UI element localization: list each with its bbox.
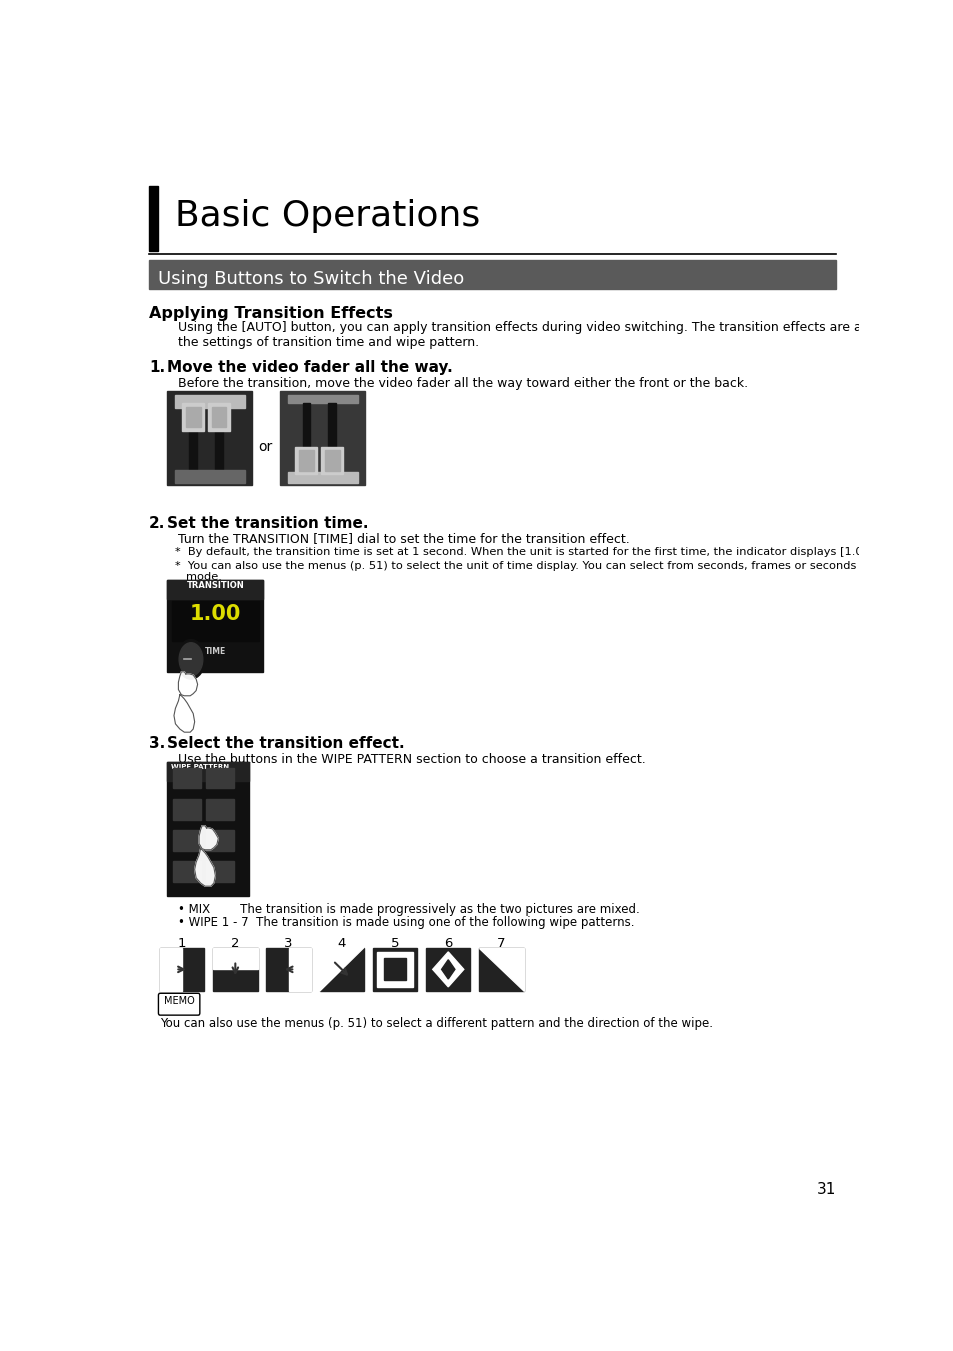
- Text: 7: 7: [497, 938, 505, 950]
- Bar: [149, 186, 157, 250]
- Text: 3: 3: [175, 802, 180, 808]
- Bar: [328, 404, 335, 463]
- Text: 4: 4: [209, 802, 213, 808]
- Text: mode.: mode.: [186, 571, 221, 582]
- Bar: [288, 947, 311, 992]
- Text: 1.: 1.: [149, 359, 165, 374]
- FancyBboxPatch shape: [158, 993, 199, 1015]
- Bar: [212, 407, 226, 427]
- Bar: [298, 450, 314, 471]
- Text: Before the transition, move the video fader all the way toward either the front : Before the transition, move the video fa…: [178, 377, 748, 390]
- Bar: [383, 958, 406, 981]
- Bar: [160, 947, 182, 992]
- Text: WIPE PATTERN: WIPE PATTERN: [171, 765, 229, 770]
- Bar: [319, 947, 364, 992]
- Text: 5: 5: [175, 834, 179, 839]
- Bar: [149, 259, 836, 289]
- Text: 2.: 2.: [149, 516, 165, 531]
- Polygon shape: [178, 671, 197, 696]
- Text: You can also use the menus (p. 51) to select a different pattern and the directi: You can also use the menus (p. 51) to se…: [160, 1017, 712, 1031]
- Text: Applying Transition Effects: Applying Transition Effects: [149, 305, 393, 320]
- Bar: [172, 601, 258, 640]
- Bar: [294, 447, 317, 474]
- Text: *  By default, the transition time is set at 1 second. When the unit is started : * By default, the transition time is set…: [174, 547, 869, 557]
- Bar: [167, 390, 252, 485]
- Bar: [173, 861, 200, 882]
- Circle shape: [179, 643, 203, 676]
- Text: Using the [AUTO] button, you can apply transition effects during video switching: Using the [AUTO] button, you can apply t…: [178, 322, 953, 350]
- Bar: [174, 394, 245, 408]
- Bar: [324, 450, 339, 471]
- Bar: [280, 390, 365, 485]
- Text: TRANSITION: TRANSITION: [186, 581, 244, 590]
- Bar: [288, 471, 357, 482]
- Bar: [213, 947, 257, 970]
- Text: 31: 31: [816, 1182, 836, 1197]
- Text: 6: 6: [209, 834, 213, 839]
- Bar: [167, 581, 263, 598]
- Text: 7: 7: [175, 865, 180, 870]
- Text: 1: 1: [175, 770, 180, 777]
- Bar: [206, 830, 233, 851]
- Text: Use the buttons in the WIPE PATTERN section to choose a transition effect.: Use the buttons in the WIPE PATTERN sect…: [178, 753, 645, 766]
- Bar: [426, 947, 470, 992]
- Bar: [213, 947, 257, 992]
- Bar: [182, 404, 204, 431]
- Text: *  You can also use the menus (p. 51) to select the unit of time display. You ca: * You can also use the menus (p. 51) to …: [174, 561, 953, 570]
- Bar: [288, 394, 357, 404]
- Text: MEMO: MEMO: [164, 997, 194, 1006]
- Text: Set the transition time.: Set the transition time.: [167, 516, 369, 531]
- Polygon shape: [173, 694, 194, 732]
- Text: 6: 6: [443, 938, 452, 950]
- Text: 4: 4: [337, 938, 346, 950]
- Bar: [186, 407, 200, 427]
- Polygon shape: [433, 952, 463, 986]
- Bar: [160, 947, 204, 992]
- Text: Select the transition effect.: Select the transition effect.: [167, 736, 404, 751]
- Text: 2: 2: [231, 938, 239, 950]
- Text: 2: 2: [209, 770, 213, 777]
- Text: TIME: TIME: [205, 647, 226, 655]
- Text: • WIPE 1 - 7  The transition is made using one of the following wipe patterns.: • WIPE 1 - 7 The transition is made usin…: [178, 916, 635, 929]
- Text: 3.: 3.: [149, 736, 165, 751]
- Polygon shape: [199, 825, 218, 850]
- Bar: [478, 947, 523, 992]
- Bar: [167, 762, 249, 781]
- Text: 1.00: 1.00: [190, 604, 241, 624]
- Text: MIX: MIX: [209, 865, 221, 870]
- Bar: [206, 798, 233, 820]
- Polygon shape: [441, 959, 455, 979]
- Bar: [215, 416, 223, 477]
- Bar: [174, 470, 245, 482]
- Bar: [206, 767, 233, 789]
- Text: 1: 1: [177, 938, 186, 950]
- Text: Move the video fader all the way.: Move the video fader all the way.: [167, 359, 453, 374]
- Text: 3: 3: [284, 938, 293, 950]
- Bar: [173, 830, 200, 851]
- Bar: [167, 581, 263, 671]
- Bar: [321, 447, 343, 474]
- Polygon shape: [478, 947, 523, 992]
- Bar: [173, 798, 200, 820]
- Text: • MIX        The transition is made progressively as the two pictures are mixed.: • MIX The transition is made progressive…: [178, 902, 639, 916]
- Bar: [376, 952, 413, 986]
- Bar: [190, 416, 196, 477]
- Bar: [373, 947, 416, 992]
- Polygon shape: [319, 947, 364, 992]
- Text: or: or: [258, 440, 273, 454]
- Polygon shape: [194, 848, 215, 886]
- Bar: [266, 947, 311, 992]
- Text: Turn the TRANSITION [TIME] dial to set the time for the transition effect.: Turn the TRANSITION [TIME] dial to set t…: [178, 532, 630, 546]
- Bar: [206, 861, 233, 882]
- Bar: [208, 404, 230, 431]
- Bar: [173, 767, 200, 789]
- Bar: [302, 404, 310, 463]
- Bar: [167, 762, 249, 896]
- Circle shape: [176, 639, 205, 680]
- Text: Using Buttons to Switch the Video: Using Buttons to Switch the Video: [157, 270, 463, 288]
- Text: Basic Operations: Basic Operations: [174, 199, 479, 232]
- Text: 5: 5: [391, 938, 399, 950]
